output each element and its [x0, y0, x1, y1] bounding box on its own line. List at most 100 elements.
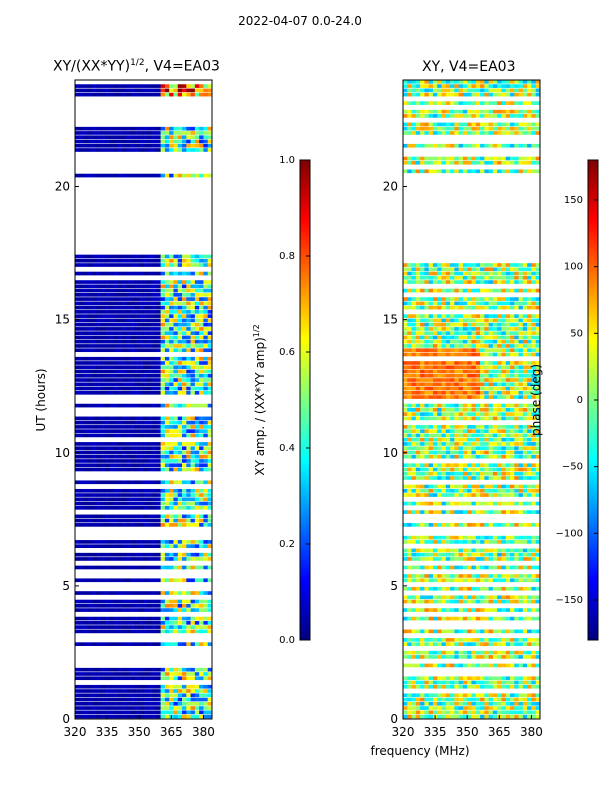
heatmap-cell: [403, 373, 408, 378]
heatmap-cell: [505, 574, 511, 578]
heatmap-cell: [190, 322, 196, 327]
heatmap-cell: [134, 271, 140, 276]
heatmap-cell: [522, 373, 528, 378]
heatmap-cell: [186, 356, 191, 361]
heatmap-cell: [199, 608, 204, 612]
heatmap-cell: [428, 710, 434, 715]
heatmap-cell: [415, 565, 421, 570]
heatmap-cell: [156, 642, 161, 646]
heatmap-cell: [471, 403, 477, 408]
heatmap-cell: [454, 548, 459, 553]
heatmap-cell: [199, 676, 204, 681]
heatmap-cell: [199, 84, 204, 88]
heatmap-cell: [134, 331, 140, 335]
heatmap-cell: [531, 548, 537, 553]
heatmap-cell: [164, 506, 170, 510]
heatmap-cell: [514, 616, 519, 621]
heatmap-cell: [83, 318, 89, 323]
heatmap-cell: [531, 565, 537, 570]
heatmap-cell: [535, 510, 541, 514]
heatmap-cell: [96, 459, 101, 463]
heatmap-cell: [428, 697, 434, 702]
heatmap-cell: [492, 433, 498, 438]
heatmap-cell: [156, 143, 161, 148]
heatmap-cell: [117, 305, 123, 310]
heatmap-cell: [199, 616, 204, 621]
heatmap-cell: [415, 642, 421, 646]
heatmap-cell: [467, 395, 472, 399]
heatmap-cell: [454, 437, 459, 442]
heatmap-cell: [122, 689, 127, 693]
heatmap-cell: [173, 288, 179, 293]
heatmap-cell: [505, 425, 511, 429]
heatmap-cell: [535, 476, 541, 480]
heatmap-cell: [122, 310, 127, 314]
heatmap-cell: [514, 501, 519, 506]
heatmap-cell: [173, 254, 179, 259]
heatmap-cell: [522, 710, 528, 715]
heatmap-cell: [96, 552, 101, 557]
heatmap-cell: [92, 403, 97, 408]
heatmap-cell: [160, 373, 166, 378]
heatmap-cell: [173, 403, 179, 408]
heatmap-cell: [96, 288, 101, 293]
heatmap-cell: [139, 697, 144, 702]
heatmap-cell: [83, 714, 89, 719]
heatmap-cell: [497, 693, 502, 698]
heatmap-cell: [420, 361, 425, 365]
heatmap-cell: [92, 701, 97, 706]
heatmap-cell: [156, 271, 161, 276]
heatmap-cell: [186, 429, 191, 433]
heatmap-cell: [100, 365, 106, 370]
heatmap-cell: [152, 599, 157, 604]
heatmap-cell: [428, 327, 434, 331]
heatmap-cell: [518, 369, 524, 374]
heatmap-cell: [147, 348, 153, 353]
heatmap-cell: [177, 356, 183, 361]
heatmap-cell: [182, 331, 187, 335]
heatmap-cell: [207, 335, 213, 340]
heatmap-cell: [117, 390, 123, 395]
heatmap-cell: [100, 518, 106, 523]
heatmap-cell: [169, 305, 174, 310]
heatmap-cell: [514, 442, 519, 446]
heatmap-cell: [87, 446, 93, 451]
heatmap-cell: [203, 254, 209, 259]
heatmap-cell: [152, 148, 157, 152]
heatmap-cell: [467, 408, 472, 412]
heatmap-cell: [134, 672, 140, 676]
heatmap-cell: [484, 655, 489, 659]
heatmap-cell: [104, 676, 110, 681]
heatmap-cell: [535, 710, 541, 715]
heatmap-cell: [190, 493, 196, 497]
heatmap-cell: [203, 382, 209, 387]
heatmap-cell: [471, 710, 477, 715]
heatmap-cell: [75, 258, 80, 263]
heatmap-cell: [441, 493, 447, 497]
heatmap-cell: [510, 348, 515, 353]
heatmap-cell: [450, 476, 455, 480]
heatmap-cell: [147, 301, 153, 306]
heatmap-cell: [109, 667, 114, 672]
heatmap-cell: [96, 403, 101, 408]
heatmap-cell: [501, 595, 507, 600]
heatmap-cell: [514, 676, 519, 681]
heatmap-cell: [152, 454, 157, 459]
heatmap-cell: [428, 693, 434, 698]
heatmap-cell: [83, 425, 89, 429]
heatmap-cell: [207, 143, 213, 148]
heatmap-cell: [130, 263, 136, 267]
heatmap-cell: [522, 476, 528, 480]
heatmap-cell: [432, 471, 438, 476]
heatmap-cell: [432, 642, 438, 646]
heatmap-cell: [113, 297, 119, 301]
heatmap-cell: [207, 629, 213, 634]
heatmap-cell: [428, 501, 434, 506]
heatmap-cell: [186, 480, 191, 485]
heatmap-cell: [480, 395, 485, 399]
heatmap-cell: [156, 258, 161, 263]
heatmap-cell: [415, 608, 421, 612]
heatmap-cell: [207, 467, 213, 472]
heatmap-cell: [450, 697, 455, 702]
heatmap-cell: [428, 403, 434, 408]
